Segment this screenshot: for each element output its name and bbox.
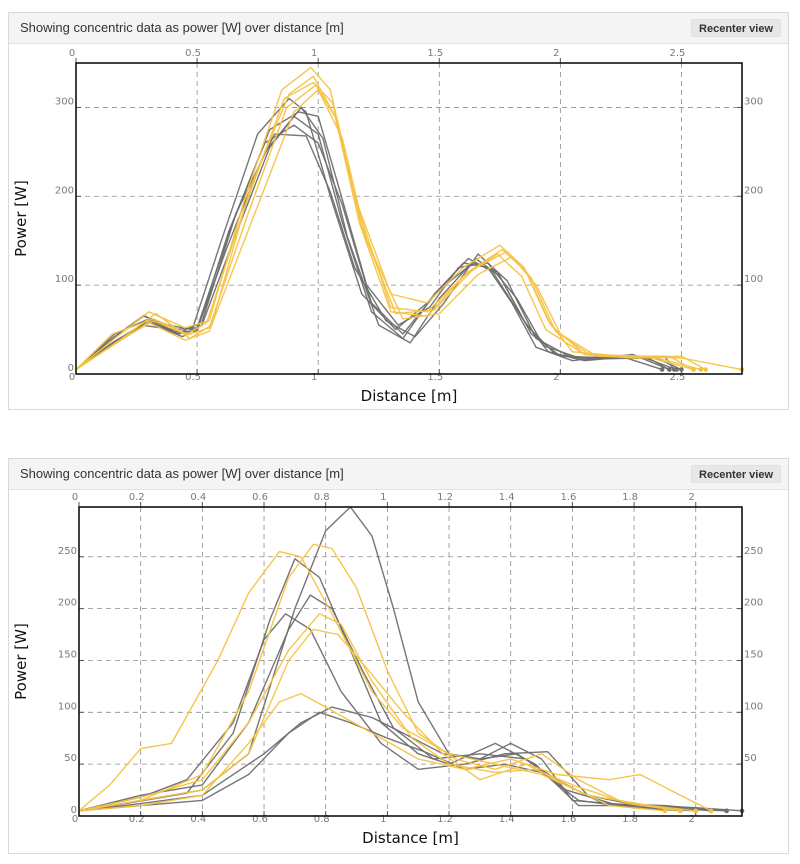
y-tick-label-right: 150 <box>744 649 763 660</box>
y-tick-label-right: 250 <box>744 546 763 557</box>
panel-title: Showing concentric data as power [W] ove… <box>20 20 344 35</box>
series-line-grey <box>75 124 677 371</box>
x-tick-label: 1.4 <box>499 814 515 825</box>
y-tick-label-left: 250 <box>58 546 77 557</box>
x-axis-title: Distance [m] <box>361 387 458 405</box>
y-axis-title: Power [W] <box>12 180 30 257</box>
x-tick-label: 0 <box>69 372 75 383</box>
x-tick-label: 1.8 <box>622 814 638 825</box>
series-line-yellow <box>75 75 707 371</box>
series-line-grey <box>75 106 682 371</box>
y-tick-label-left: 0 <box>68 363 74 374</box>
y-tick-label-left: 100 <box>58 701 77 712</box>
x-tick-label-top: 0.8 <box>314 492 330 503</box>
series-end-marker <box>659 367 665 372</box>
power-distance-chart-1[interactable]: 000.50.5111.51.5222.52.50100200300100200… <box>9 44 788 409</box>
x-tick-label-top: 2.5 <box>670 48 686 59</box>
series-line-grey <box>75 133 663 371</box>
x-tick-label-top: 1.2 <box>437 492 453 503</box>
chart-panel-2: Showing concentric data as power [W] ove… <box>8 458 789 854</box>
power-distance-chart-2[interactable]: 000.20.20.40.40.60.60.80.8111.21.21.41.4… <box>9 490 788 853</box>
x-axis-title: Distance [m] <box>362 829 459 847</box>
x-tick-label: 0 <box>72 814 78 825</box>
x-tick-label: 2 <box>689 814 695 825</box>
series-end-marker <box>679 367 684 372</box>
y-tick-label-left: 300 <box>55 96 74 107</box>
y-tick-label-left: 200 <box>55 185 74 196</box>
x-tick-label: 1.2 <box>437 814 453 825</box>
x-tick-label-top: 2 <box>553 48 559 59</box>
series-end-marker <box>662 808 668 814</box>
y-tick-label-left: 200 <box>58 598 77 609</box>
y-tick-label-right: 200 <box>744 185 763 196</box>
x-tick-label: 1 <box>311 372 317 383</box>
series-end-marker <box>698 367 704 372</box>
x-tick-label-top: 0.6 <box>252 492 268 503</box>
series-end-marker <box>693 808 699 814</box>
x-tick-label-top: 1.8 <box>622 492 638 503</box>
x-tick-label: 0.8 <box>314 814 330 825</box>
series-line-yellow <box>78 550 696 812</box>
series-line-yellow <box>75 66 694 371</box>
y-tick-label-right: 50 <box>744 753 757 764</box>
x-tick-label-top: 0.2 <box>129 492 145 503</box>
series-line-yellow <box>78 692 712 812</box>
series-end-marker <box>708 808 714 814</box>
series-line-yellow <box>78 543 681 812</box>
series-end-marker <box>703 367 708 372</box>
series-line-grey <box>78 613 727 812</box>
y-tick-label-right: 300 <box>744 96 763 107</box>
series-end-marker <box>678 808 683 814</box>
y-tick-label-left: 150 <box>58 649 77 660</box>
x-tick-label: 2.5 <box>670 372 686 383</box>
y-tick-label-right: 200 <box>744 598 763 609</box>
chart-panel-1: Showing concentric data as power [W] ove… <box>8 12 789 410</box>
x-tick-label-top: 2 <box>689 492 695 503</box>
series-line-grey <box>75 115 675 371</box>
x-tick-label-top: 1.5 <box>427 48 443 59</box>
x-tick-label: 2 <box>553 372 559 383</box>
recenter-view-button[interactable]: Recenter view <box>691 19 781 37</box>
x-tick-label: 0.6 <box>252 814 268 825</box>
panel-title: Showing concentric data as power [W] ove… <box>20 466 344 481</box>
x-tick-label: 0.5 <box>185 372 201 383</box>
y-axis-title: Power [W] <box>12 623 30 700</box>
panel-header: Showing concentric data as power [W] ove… <box>9 459 788 490</box>
x-tick-label: 1 <box>380 814 386 825</box>
x-tick-label-top: 1 <box>380 492 386 503</box>
panel-header: Showing concentric data as power [W] ove… <box>9 13 788 44</box>
series-line-yellow <box>75 89 701 371</box>
x-tick-label: 1.5 <box>427 372 443 383</box>
plot-frame <box>75 62 743 375</box>
recenter-view-button[interactable]: Recenter view <box>691 465 781 483</box>
x-tick-label-top: 1.4 <box>499 492 515 503</box>
series-end-marker <box>724 808 729 814</box>
series-line-yellow <box>78 628 665 812</box>
x-tick-label: 0.4 <box>190 814 206 825</box>
y-tick-label-left: 0 <box>71 805 77 816</box>
series-line-yellow <box>78 613 681 812</box>
y-tick-label-right: 100 <box>744 701 763 712</box>
y-tick-label-left: 50 <box>64 753 77 764</box>
series-end-marker <box>674 367 679 372</box>
x-tick-label-top: 0.5 <box>185 48 201 59</box>
series-end-marker <box>667 367 672 372</box>
x-tick-label-top: 0 <box>72 492 78 503</box>
plot-frame <box>78 506 743 817</box>
x-tick-label-top: 1 <box>311 48 317 59</box>
y-tick-label-left: 100 <box>55 274 74 285</box>
x-tick-label: 0.2 <box>129 814 145 825</box>
x-tick-label-top: 1.6 <box>560 492 576 503</box>
x-tick-label-top: 0.4 <box>190 492 206 503</box>
series-line-grey <box>78 711 696 812</box>
x-tick-label: 1.6 <box>560 814 576 825</box>
series-line-grey <box>78 506 743 812</box>
series-line-yellow <box>75 84 694 371</box>
x-tick-label-top: 0 <box>69 48 75 59</box>
y-tick-label-right: 100 <box>744 274 763 285</box>
